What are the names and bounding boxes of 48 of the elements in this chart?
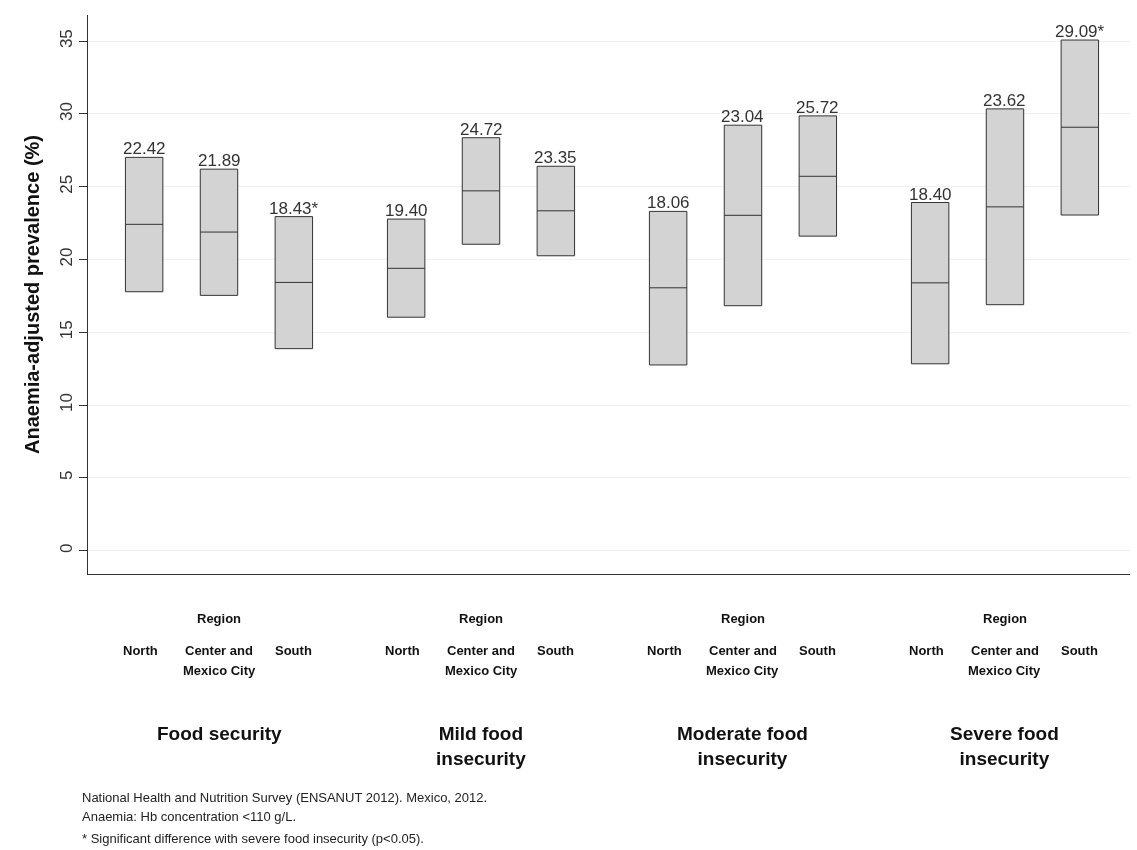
text: Center and bbox=[709, 643, 777, 658]
y-tick-label: 0 bbox=[57, 543, 77, 553]
text: Center and bbox=[185, 643, 253, 658]
text: 19.40 bbox=[385, 201, 428, 220]
text: North bbox=[123, 643, 158, 658]
text: 24.72 bbox=[460, 120, 503, 139]
text: Mild food insecurity bbox=[436, 723, 527, 769]
y-tick-label: 20 bbox=[57, 247, 77, 267]
text: Moderate food insecurity bbox=[677, 723, 808, 769]
text: Center and bbox=[447, 643, 515, 658]
y-tick-label: 5 bbox=[57, 470, 77, 481]
y-tick-label: 10 bbox=[57, 393, 77, 413]
text: 23.04 bbox=[721, 107, 764, 126]
text: * Significant difference with severe food insecurity (p<0.05). bbox=[82, 831, 424, 846]
text: Center and bbox=[971, 643, 1039, 658]
text: North bbox=[909, 643, 944, 658]
text: 21.89 bbox=[198, 151, 241, 170]
y-axis-title: Anaemia-adjusted prevalence (%) bbox=[20, 135, 43, 454]
text: Region bbox=[459, 611, 504, 626]
text: National Health and Nutrition Survey (ENSANUT 2012). Mexico, 2012. bbox=[82, 790, 488, 805]
text: South bbox=[799, 643, 836, 658]
text: Anaemia: Hb concentration <110 g/L. bbox=[82, 809, 297, 824]
text: Region bbox=[721, 611, 766, 626]
text: 18.43* bbox=[269, 199, 319, 218]
text: North bbox=[647, 643, 682, 658]
text: South bbox=[1061, 643, 1098, 658]
text: North bbox=[385, 643, 420, 658]
y-tick-label: 30 bbox=[57, 101, 77, 121]
text: 18.40 bbox=[909, 185, 952, 204]
text: 18.06 bbox=[647, 193, 690, 212]
text: 22.42 bbox=[123, 139, 166, 158]
text: 29.09* bbox=[1055, 22, 1105, 41]
text: Mexico City bbox=[183, 663, 257, 678]
text: Food security bbox=[157, 723, 283, 744]
y-tick-label: 25 bbox=[57, 174, 77, 194]
text: South bbox=[275, 643, 312, 658]
text: Severe food insecurity bbox=[950, 723, 1059, 769]
text: 25.72 bbox=[796, 98, 839, 117]
text: Mexico City bbox=[968, 663, 1042, 678]
text: 23.35 bbox=[534, 148, 577, 167]
text: Region bbox=[197, 611, 242, 626]
text: 23.62 bbox=[983, 91, 1026, 110]
text: South bbox=[537, 643, 574, 658]
y-tick-label: 35 bbox=[57, 29, 77, 49]
text: Mexico City bbox=[445, 663, 519, 678]
text: Mexico City bbox=[706, 663, 780, 678]
y-tick-label: 15 bbox=[57, 320, 77, 340]
text: Region bbox=[983, 611, 1028, 626]
